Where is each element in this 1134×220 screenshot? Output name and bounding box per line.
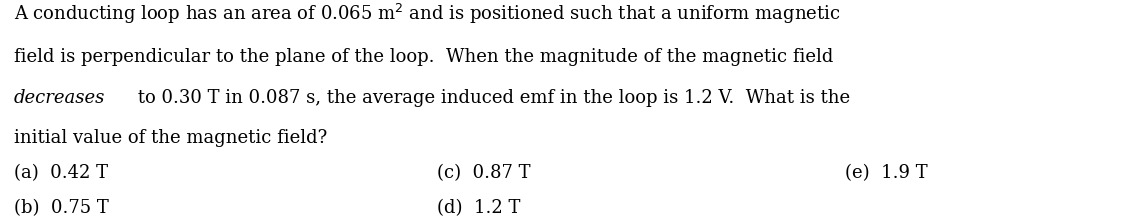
Text: (d)  1.2 T: (d) 1.2 T — [437, 199, 521, 217]
Text: initial value of the magnetic field?: initial value of the magnetic field? — [14, 129, 327, 147]
Text: (c)  0.87 T: (c) 0.87 T — [437, 164, 530, 182]
Text: A conducting loop has an area of 0.065 m$^{2}$ and is positioned such that a uni: A conducting loop has an area of 0.065 m… — [14, 2, 840, 26]
Text: decreases: decreases — [14, 89, 105, 107]
Text: (e)  1.9 T: (e) 1.9 T — [845, 164, 928, 182]
Text: (b)  0.75 T: (b) 0.75 T — [14, 199, 109, 217]
Text: (a)  0.42 T: (a) 0.42 T — [14, 164, 108, 182]
Text: field is perpendicular to the plane of the loop.  When the magnitude of the magn: field is perpendicular to the plane of t… — [14, 48, 833, 66]
Text: to 0.30 T in 0.087 s, the average induced emf in the loop is 1.2 V.  What is the: to 0.30 T in 0.087 s, the average induce… — [132, 89, 849, 107]
